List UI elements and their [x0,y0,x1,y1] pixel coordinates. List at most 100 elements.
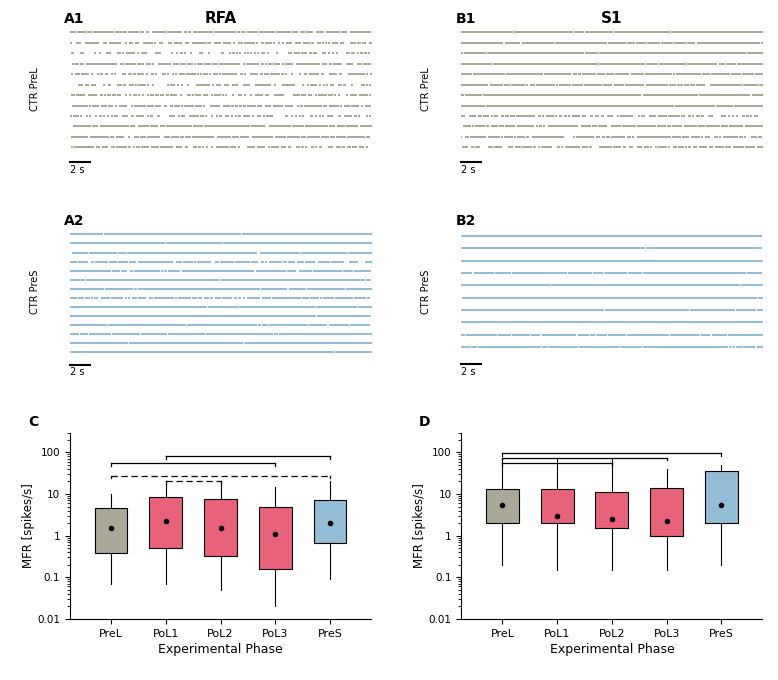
Point [695,341,707,352]
Point [93,247,105,258]
Point [539,142,552,153]
Point [346,247,359,258]
Point [286,274,298,285]
Point [296,320,309,330]
Point [293,37,305,48]
Point [274,229,286,240]
Point [548,280,561,291]
Point [355,338,367,349]
Point [559,341,571,352]
Point [201,121,213,132]
Point [743,305,755,316]
Point [131,311,144,322]
Point [746,100,759,111]
Point [486,341,499,352]
Point [546,100,559,111]
Point [481,255,493,266]
Point [142,284,154,294]
Point [724,243,737,254]
Point [176,329,188,340]
Point [565,305,577,316]
Point [504,329,517,340]
Point [275,329,288,340]
Point [708,280,720,291]
Point [697,317,710,328]
Point [242,142,254,153]
Point [212,347,225,358]
Point [222,265,234,276]
Point [156,247,168,258]
Point [273,302,286,313]
Point [697,90,710,101]
Point [625,27,637,38]
Point [164,302,177,313]
Point [594,292,607,303]
Point [321,238,334,249]
Point [597,231,609,241]
Point [559,317,571,328]
Point [271,347,283,358]
Point [204,58,216,69]
Point [110,265,122,276]
Point [181,302,194,313]
Point [202,311,214,322]
Point [584,292,596,303]
Point [588,48,601,58]
Point [570,231,583,241]
Point [626,255,638,266]
Point [504,131,517,142]
Point [521,280,534,291]
Point [631,80,643,90]
Point [208,229,220,240]
Point [524,231,537,241]
Point [265,320,278,330]
Point [526,329,538,340]
Point [338,229,351,240]
Point [639,292,651,303]
Point [683,100,696,111]
Point [478,231,490,241]
Point [475,100,487,111]
Point [667,48,679,58]
Point [681,280,693,291]
Point [65,347,77,358]
Point [320,284,332,294]
Point [321,274,334,285]
Point [478,267,490,278]
Point [586,27,598,38]
Point [689,58,701,69]
Point [190,284,202,294]
Point [591,48,603,58]
Point [330,284,342,294]
Point [613,231,626,241]
Point [83,111,96,122]
Point [170,329,183,340]
Point [283,37,296,48]
Point [315,265,328,276]
Point [116,302,128,313]
Point [268,284,280,294]
Point [461,280,474,291]
Point [732,305,745,316]
Point [278,302,290,313]
Point [301,320,314,330]
Point [310,121,322,132]
Point [729,27,741,38]
Point [608,292,621,303]
Point [189,302,202,313]
Point [156,256,168,267]
Point [86,229,98,240]
Point [633,255,646,266]
Point [300,265,312,276]
Point [87,238,100,249]
Point [220,311,233,322]
Point [552,37,565,48]
Point [300,37,313,48]
Point [202,274,214,285]
Point [654,121,666,132]
Point [91,131,103,142]
Point [658,100,671,111]
Point [65,338,78,349]
Point [525,142,538,153]
Point [492,58,504,69]
